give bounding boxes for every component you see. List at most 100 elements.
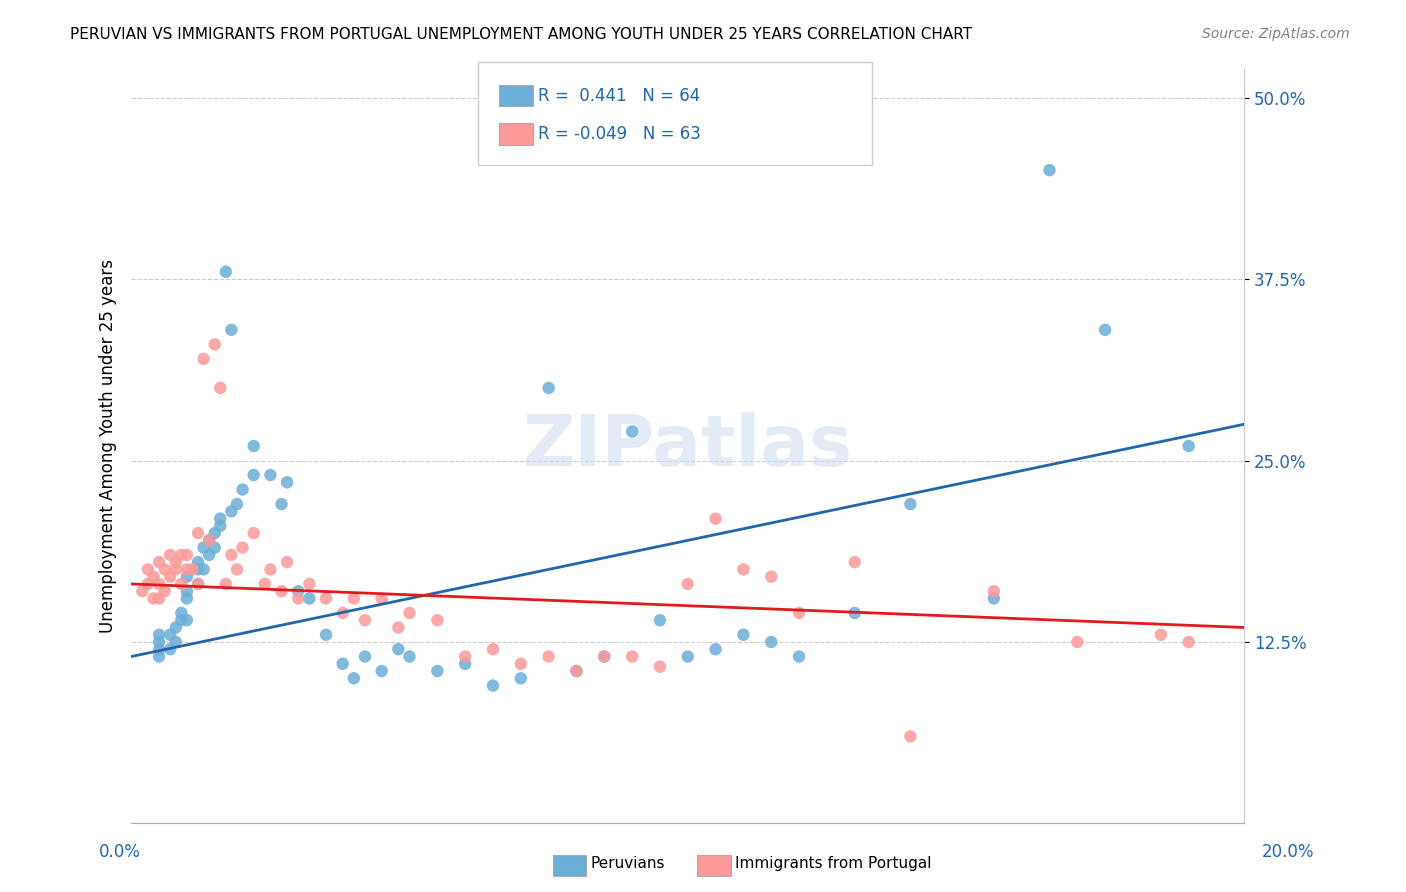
- Point: [787, 606, 810, 620]
- Point: [844, 555, 866, 569]
- Point: [370, 664, 392, 678]
- Point: [204, 526, 226, 541]
- Point: [537, 649, 560, 664]
- Point: [193, 351, 215, 366]
- Point: [387, 642, 409, 657]
- Point: [537, 381, 560, 395]
- Point: [176, 548, 198, 562]
- Point: [1094, 323, 1116, 337]
- Text: 20.0%: 20.0%: [1263, 843, 1315, 861]
- Point: [287, 591, 309, 606]
- Point: [270, 584, 292, 599]
- Point: [315, 591, 337, 606]
- Point: [509, 657, 531, 671]
- Point: [983, 591, 1005, 606]
- Text: PERUVIAN VS IMMIGRANTS FROM PORTUGAL UNEMPLOYMENT AMONG YOUTH UNDER 25 YEARS COR: PERUVIAN VS IMMIGRANTS FROM PORTUGAL UNE…: [70, 27, 973, 42]
- Point: [204, 337, 226, 351]
- Point: [148, 555, 170, 569]
- Point: [165, 620, 187, 634]
- Point: [170, 577, 193, 591]
- Point: [370, 591, 392, 606]
- Point: [276, 555, 298, 569]
- Point: [148, 649, 170, 664]
- Point: [187, 562, 209, 576]
- Point: [193, 562, 215, 576]
- Point: [844, 606, 866, 620]
- Point: [565, 664, 588, 678]
- Point: [198, 533, 221, 548]
- Point: [165, 555, 187, 569]
- Point: [215, 577, 238, 591]
- Point: [187, 526, 209, 541]
- Point: [209, 519, 232, 533]
- Point: [983, 584, 1005, 599]
- Point: [898, 497, 921, 511]
- Point: [159, 569, 181, 583]
- Point: [593, 649, 616, 664]
- Point: [482, 679, 505, 693]
- Point: [565, 664, 588, 678]
- Point: [426, 664, 449, 678]
- Point: [1150, 628, 1173, 642]
- Point: [898, 730, 921, 744]
- Point: [343, 591, 366, 606]
- Point: [1066, 635, 1088, 649]
- Point: [176, 562, 198, 576]
- Point: [704, 642, 727, 657]
- Point: [1038, 163, 1060, 178]
- Point: [1177, 635, 1199, 649]
- Point: [193, 541, 215, 555]
- Point: [209, 511, 232, 525]
- Point: [593, 649, 616, 664]
- Point: [454, 657, 477, 671]
- Point: [621, 649, 644, 664]
- Point: [181, 562, 204, 576]
- Point: [148, 628, 170, 642]
- Point: [165, 635, 187, 649]
- Point: [221, 323, 243, 337]
- Point: [259, 468, 281, 483]
- Point: [761, 569, 783, 583]
- Point: [170, 613, 193, 627]
- Point: [176, 569, 198, 583]
- Point: [354, 613, 377, 627]
- Point: [159, 628, 181, 642]
- Point: [426, 613, 449, 627]
- Point: [198, 533, 221, 548]
- Point: [226, 497, 249, 511]
- Point: [148, 577, 170, 591]
- Point: [482, 642, 505, 657]
- Point: [733, 562, 755, 576]
- Point: [315, 628, 337, 642]
- Point: [276, 475, 298, 490]
- Point: [232, 483, 254, 497]
- Point: [131, 584, 153, 599]
- Point: [176, 584, 198, 599]
- Point: [221, 504, 243, 518]
- Point: [198, 548, 221, 562]
- Point: [148, 642, 170, 657]
- Point: [298, 577, 321, 591]
- Point: [704, 511, 727, 525]
- Point: [209, 381, 232, 395]
- Point: [165, 562, 187, 576]
- Point: [343, 671, 366, 685]
- Point: [648, 659, 671, 673]
- Point: [761, 635, 783, 649]
- Point: [187, 555, 209, 569]
- Point: [676, 577, 699, 591]
- Point: [332, 657, 354, 671]
- Point: [226, 562, 249, 576]
- Point: [298, 591, 321, 606]
- Point: [242, 526, 264, 541]
- Point: [1177, 439, 1199, 453]
- Text: 0.0%: 0.0%: [98, 843, 141, 861]
- Point: [232, 541, 254, 555]
- Point: [509, 671, 531, 685]
- Text: Immigrants from Portugal: Immigrants from Portugal: [735, 856, 932, 871]
- Point: [242, 439, 264, 453]
- Point: [621, 425, 644, 439]
- Point: [148, 591, 170, 606]
- Point: [204, 541, 226, 555]
- Point: [187, 577, 209, 591]
